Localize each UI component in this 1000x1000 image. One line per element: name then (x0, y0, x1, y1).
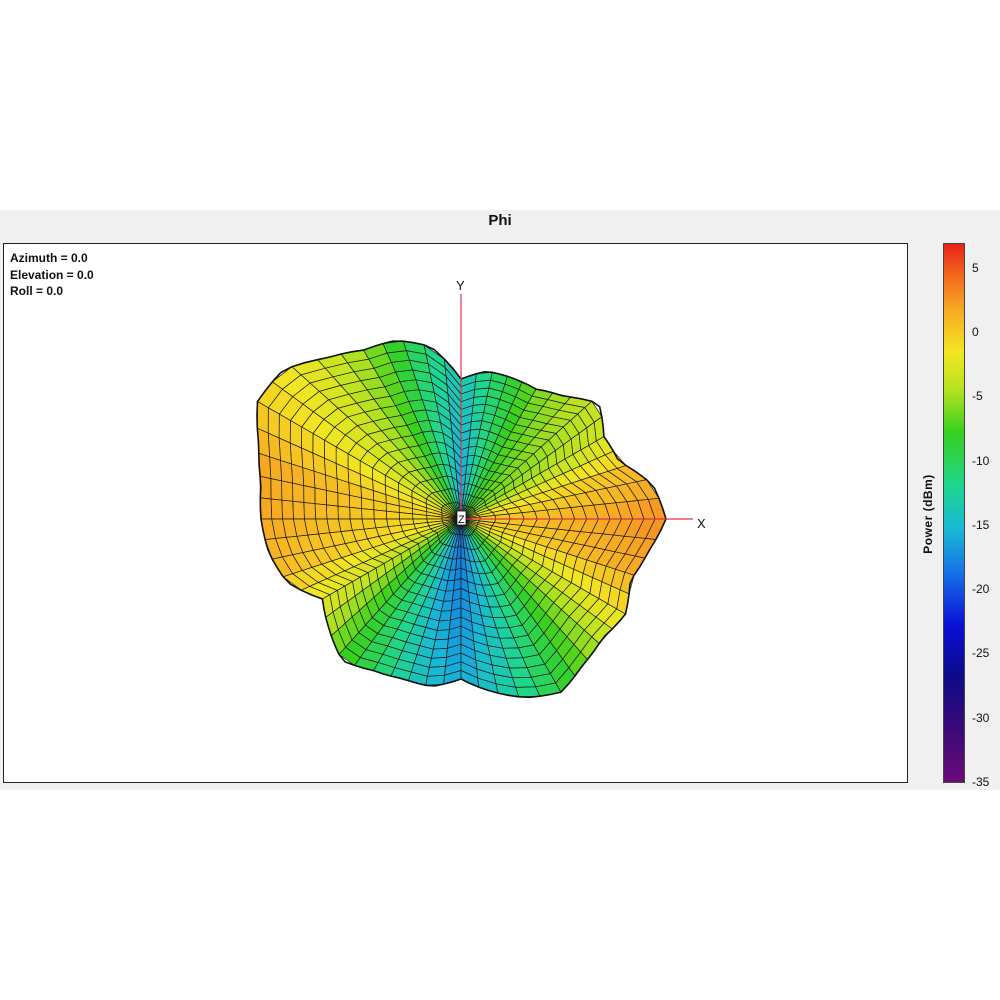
pattern-cell (270, 478, 283, 501)
pattern-cell (434, 629, 450, 641)
colorbar-tick: -10 (972, 453, 990, 468)
pattern-cell (468, 437, 479, 448)
roll-readout: Roll = 0.0 (10, 284, 64, 298)
view-angles: Azimuth = 0.0 Elevation = 0.0 Roll = 0.0 (10, 250, 94, 300)
chart-title: Phi (488, 212, 512, 229)
colorbar-tick: -5 (972, 389, 983, 404)
pattern-cell (430, 647, 448, 659)
pattern-cell (337, 492, 351, 508)
pattern-cell (291, 463, 305, 487)
colorbar-tick: 0 (972, 325, 979, 339)
pattern-outline (256, 340, 667, 699)
colorbar-tick: -25 (972, 646, 990, 661)
x-axis-label: X (697, 516, 706, 531)
pattern-cell (361, 508, 375, 520)
colorbar (943, 243, 965, 783)
colorbar-tick: 5 (972, 260, 979, 275)
pattern-cell (337, 505, 351, 520)
pattern-cell (349, 494, 362, 509)
pattern-cell (303, 502, 316, 520)
pattern-cell (269, 456, 282, 482)
y-axis-label: Y (456, 278, 465, 293)
radiation-pattern-svg: Y X Z (256, 278, 706, 699)
plot-area[interactable]: Y X Z (3, 243, 908, 783)
pattern-cell (385, 510, 400, 520)
pattern-cell (281, 499, 294, 520)
pattern-cell (427, 666, 446, 677)
pattern-cell (398, 512, 414, 520)
pattern-cell (469, 428, 481, 439)
pattern-cell (292, 500, 305, 520)
pattern-cell (349, 506, 363, 520)
pattern-cell (281, 480, 294, 502)
pattern-surface (256, 340, 667, 698)
pattern-cell (314, 487, 327, 506)
pattern-cell (470, 420, 483, 431)
pattern-cell (325, 489, 339, 507)
z-axis-label: Z (458, 514, 465, 526)
colorbar-tick: -15 (972, 517, 990, 532)
pattern-cell (270, 498, 283, 520)
pattern-cell (292, 482, 305, 503)
pattern-cell (470, 411, 485, 422)
pattern-cell (303, 485, 316, 505)
pattern-cell (373, 509, 387, 520)
pattern-cell (438, 610, 452, 622)
pattern-cell (259, 497, 273, 520)
azimuth-readout: Azimuth = 0.0 (10, 251, 88, 265)
pattern-cell (428, 657, 447, 668)
pattern-cell (302, 467, 316, 489)
z-axis-marker (456, 510, 467, 526)
colorbar-tick: -35 (972, 775, 990, 789)
colorbar-tick: -30 (972, 710, 990, 725)
pattern-cell (436, 619, 451, 631)
pattern-cell (432, 638, 449, 650)
colorbar-label: Power (dBm) (921, 474, 935, 554)
pattern-cell (314, 503, 328, 520)
elevation-readout: Elevation = 0.0 (10, 267, 94, 282)
colorbar-tick: -20 (972, 582, 990, 597)
pattern-cell (280, 459, 293, 484)
pattern-cell (455, 557, 462, 571)
pattern-cell (440, 600, 453, 612)
pattern-cell (326, 504, 339, 520)
pattern-cell (259, 475, 272, 500)
